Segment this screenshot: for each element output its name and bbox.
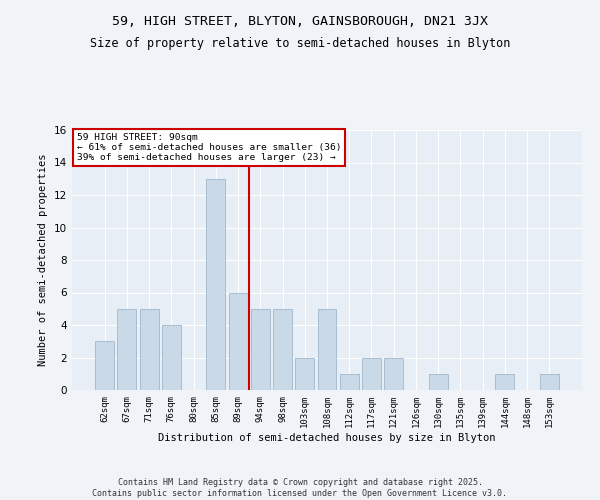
Bar [295, 358, 314, 390]
Text: 59 HIGH STREET: 90sqm
← 61% of semi-detached houses are smaller (36)
39% of semi: 59 HIGH STREET: 90sqm ← 61% of semi-deta… [77, 132, 341, 162]
Y-axis label: Number of semi-detached properties: Number of semi-detached properties [38, 154, 49, 366]
Bar [496, 374, 514, 390]
Bar [162, 325, 181, 390]
Text: Contains HM Land Registry data © Crown copyright and database right 2025.
Contai: Contains HM Land Registry data © Crown c… [92, 478, 508, 498]
Text: 59, HIGH STREET, BLYTON, GAINSBOROUGH, DN21 3JX: 59, HIGH STREET, BLYTON, GAINSBOROUGH, D… [112, 15, 488, 28]
Bar [118, 308, 136, 390]
Bar [95, 341, 114, 390]
Bar [229, 292, 248, 390]
Bar [251, 308, 270, 390]
Bar [340, 374, 359, 390]
Bar [317, 308, 337, 390]
X-axis label: Distribution of semi-detached houses by size in Blyton: Distribution of semi-detached houses by … [158, 432, 496, 442]
Text: Size of property relative to semi-detached houses in Blyton: Size of property relative to semi-detach… [90, 38, 510, 51]
Bar [140, 308, 158, 390]
Bar [384, 358, 403, 390]
Bar [362, 358, 381, 390]
Bar [273, 308, 292, 390]
Bar [540, 374, 559, 390]
Bar [429, 374, 448, 390]
Bar [206, 179, 225, 390]
